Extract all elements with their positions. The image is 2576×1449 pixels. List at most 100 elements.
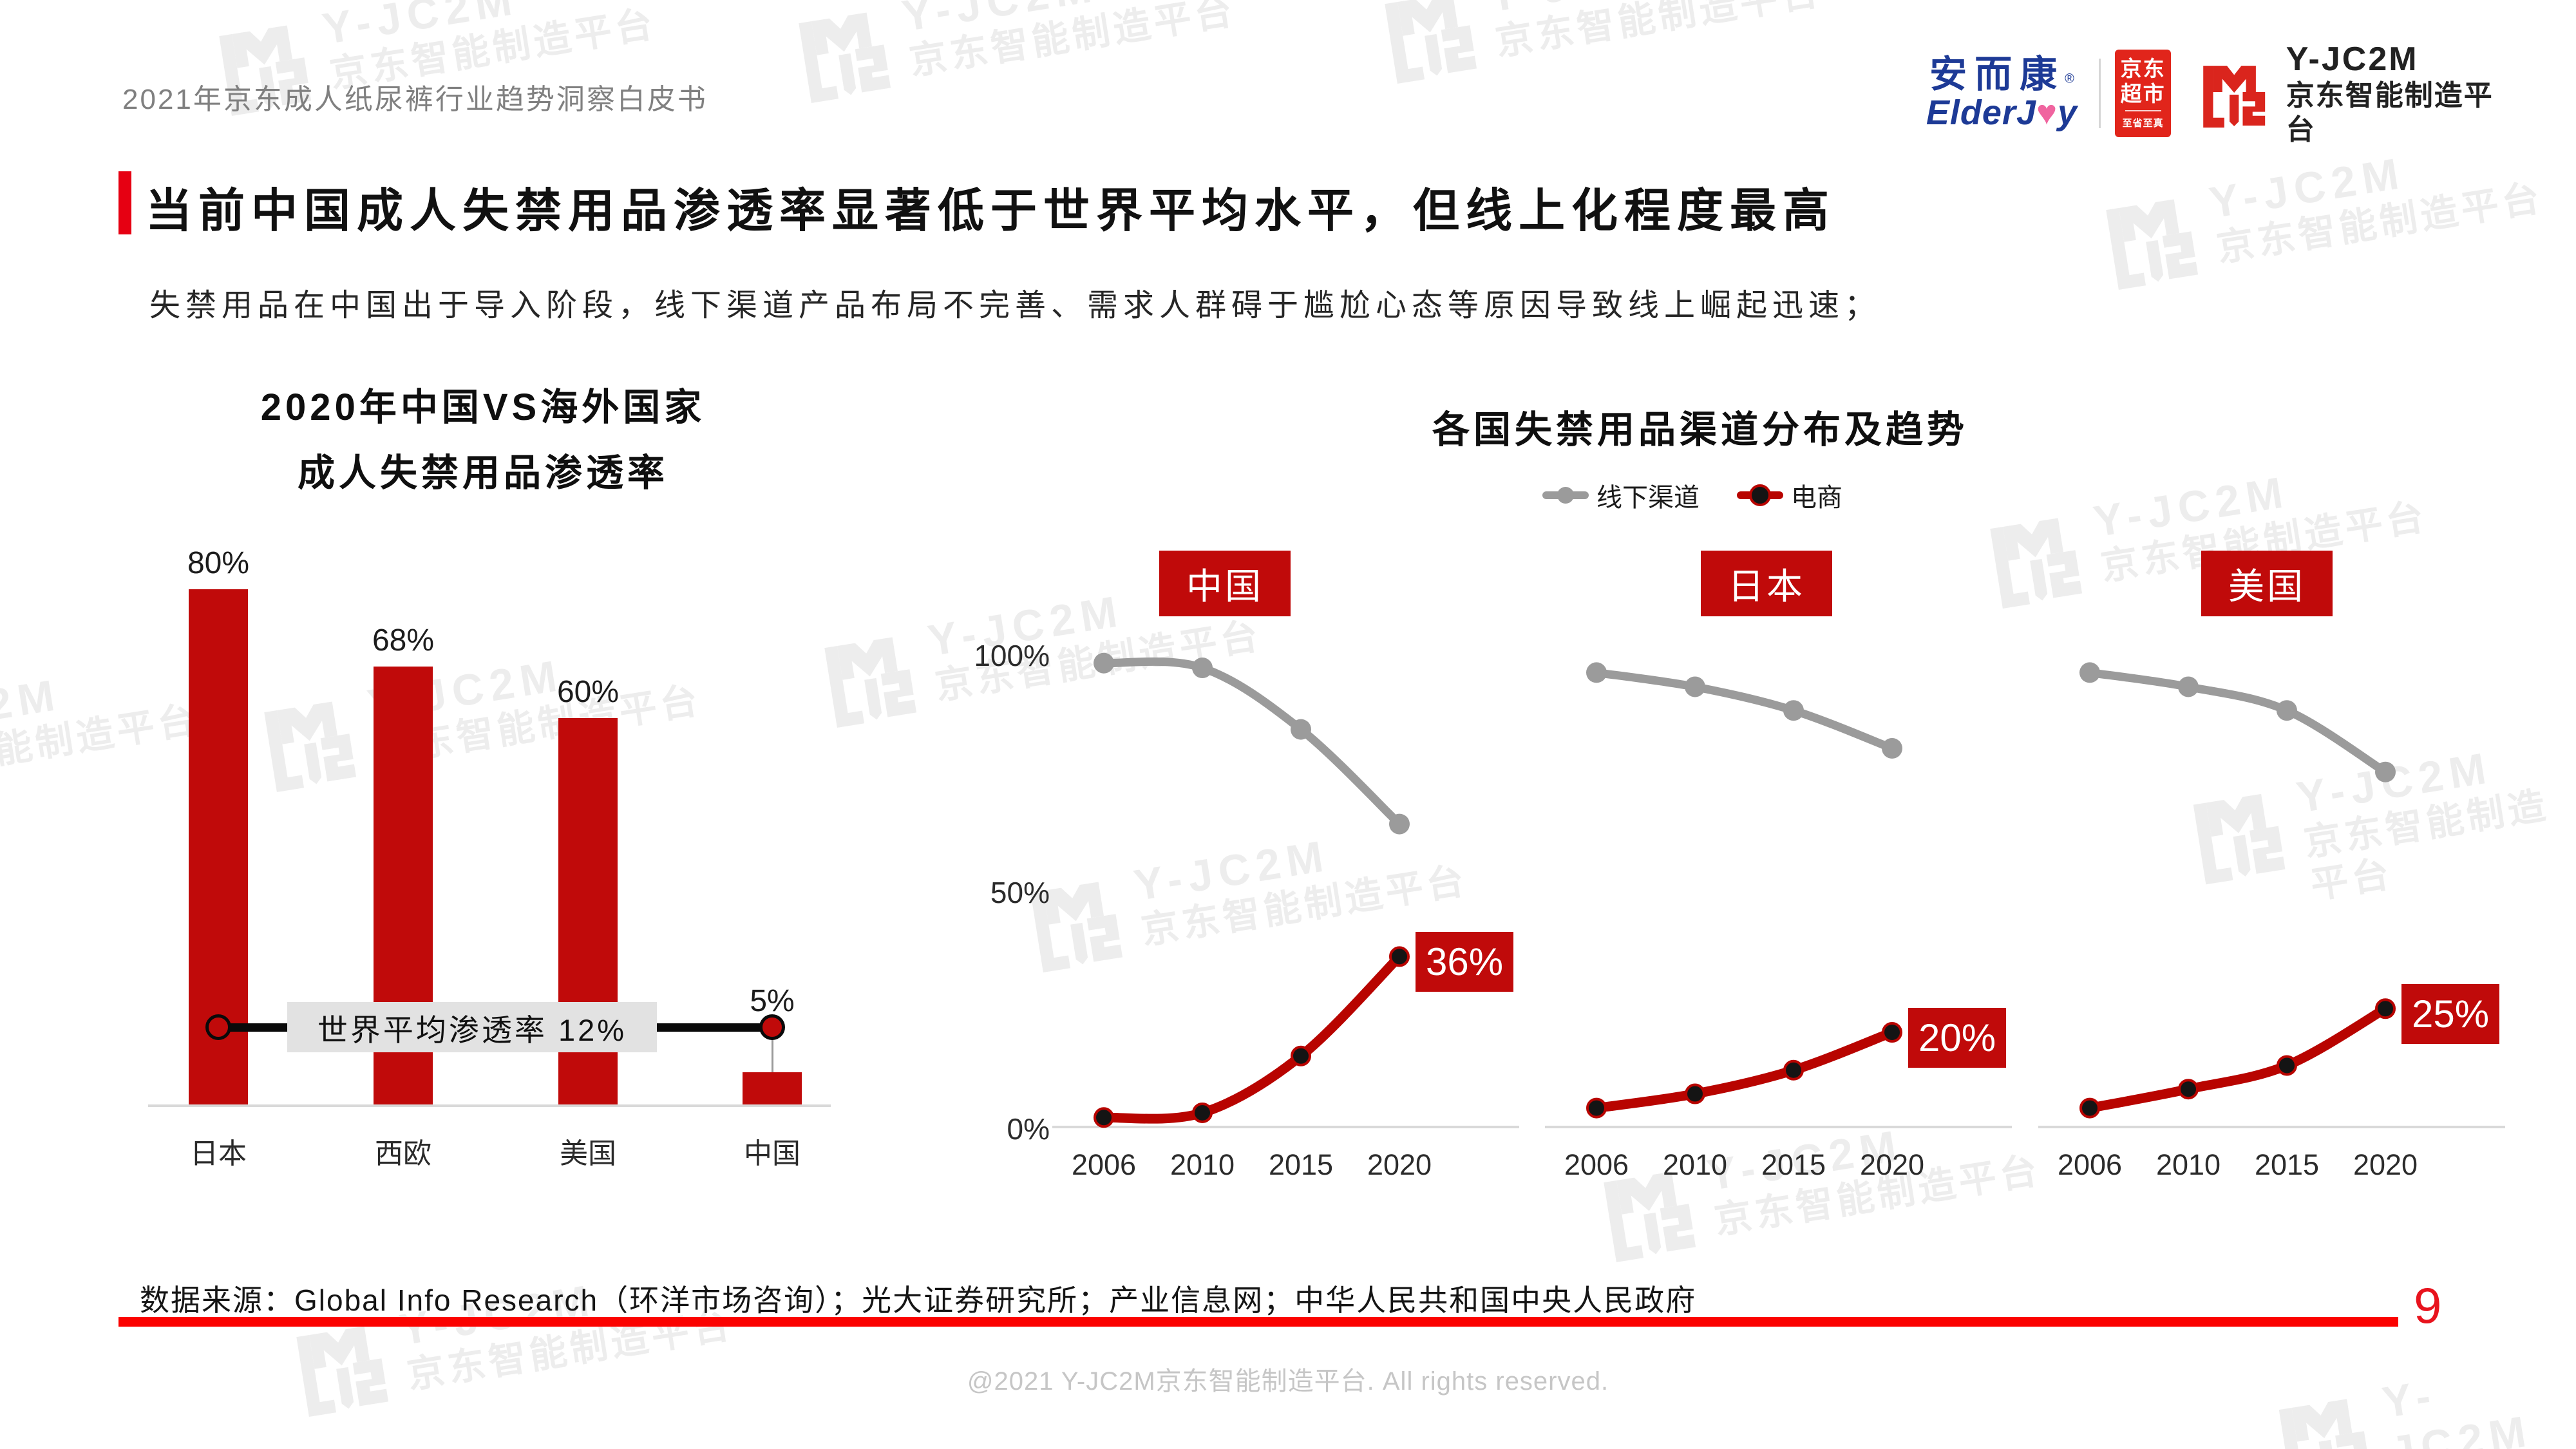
jd-market-text: 超市	[2120, 81, 2166, 106]
data-point-线下渠道	[2375, 761, 2396, 782]
data-point-电商	[1882, 1022, 1902, 1043]
chart-legend: 线下渠道 电商	[1542, 477, 1842, 514]
data-point-线下渠道	[1783, 700, 1804, 721]
line-chart-美国	[2038, 662, 2505, 1128]
registered-mark-icon: ®	[2065, 71, 2074, 86]
yjc2m-cn-name: 京东智能制造平台	[2286, 80, 2494, 146]
footer-rule	[118, 1317, 2398, 1327]
x-axis-label-2020: 2020	[2353, 1148, 2418, 1181]
bar-category-label: 美国	[560, 1138, 616, 1170]
watermark-text: 京东智能制造平台	[2213, 176, 2546, 270]
watermark-text: 京东智能制造平台	[1492, 0, 1825, 64]
penetration-bar-chart: 80% 日本 68% 西欧 60% 美国 5% 中国 世界平均渗透率 12%	[148, 541, 889, 1172]
jd-market-slogan: 至省至真	[2122, 117, 2164, 129]
x-axis-label-2010: 2010	[2155, 1148, 2221, 1181]
data-point-线下渠道	[1685, 676, 1705, 697]
yjc2m-watermark-icon	[2094, 181, 2206, 298]
bar-chart-title-line2: 成人失禁用品渗透率	[297, 452, 668, 494]
logo-row: 安而康® ElderJ♥y 京东 超市 至省至真 Y-JC2M 京东智能制造平台	[1919, 41, 2512, 146]
data-point-电商	[2178, 1079, 2199, 1100]
yjc2m-watermark-icon	[2267, 1381, 2378, 1449]
bar-category-label: 日本	[190, 1138, 247, 1170]
document-title: 2021年京东成人纸尿裤行业趋势洞察白皮书	[122, 84, 708, 115]
series-line-线下渠道	[2085, 668, 2390, 777]
bar-category-label: 西欧	[375, 1138, 431, 1170]
x-axis-label-2015: 2015	[1268, 1148, 1334, 1181]
data-point-电商	[1783, 1059, 1804, 1081]
page-title: 当前中国成人失禁用品渗透率显著低于世界平均水平，但线上化程度最高	[146, 185, 1836, 237]
data-point-电商	[2079, 1097, 2100, 1119]
bar-中国	[743, 1072, 802, 1104]
country-badge-japan: 日本	[1701, 551, 1832, 616]
data-point-线下渠道	[2178, 676, 2199, 697]
offline-line-marker-icon	[1542, 486, 1589, 505]
yjc2m-name: Y-JC2M	[2286, 41, 2419, 79]
data-point-电商	[1291, 1045, 1311, 1066]
elderjoy-logo: 安而康® ElderJ♥y	[1919, 55, 2085, 131]
line-chart-中国	[1052, 652, 1519, 1128]
yjc2m-logo-text: Y-JC2M 京东智能制造平台	[2286, 39, 2512, 147]
data-point-电商	[2277, 1055, 2297, 1076]
elderjoy-cn-text: 安而康	[1929, 53, 2065, 96]
world-average-label: 世界平均渗透率 12%	[287, 1002, 657, 1052]
ecommerce-line-marker-icon	[1737, 484, 1783, 506]
x-axis-label-2010: 2010	[1170, 1148, 1235, 1181]
heading-accent-bar	[118, 171, 131, 234]
watermark-text: 京东智能制造平台	[906, 0, 1239, 83]
page-subtitle: 失禁用品在中国出于导入阶段，线下渠道产品布局不完善、需求人群碍于尴尬心态等原因导…	[149, 289, 1881, 323]
data-point-线下渠道	[1094, 652, 1114, 674]
world-average-connector	[772, 1027, 773, 1072]
data-point-电商	[1586, 1097, 1607, 1119]
bar-category-label: 中国	[744, 1138, 800, 1170]
world-average-dot	[205, 1014, 231, 1040]
series-line-线下渠道	[1099, 657, 1404, 829]
x-axis-label-2006: 2006	[1071, 1148, 1137, 1181]
bar-value-美国: 60%	[556, 675, 620, 709]
data-point-线下渠道	[1389, 813, 1410, 835]
bar-value-日本: 80%	[187, 546, 250, 580]
country-badge-china: 中国	[1159, 551, 1291, 616]
legend-label-offline: 线下渠道	[1596, 484, 1700, 512]
heart-icon: ♥	[2036, 93, 2058, 133]
x-axis-label-2020: 2020	[1367, 1148, 1432, 1181]
x-axis-label-2015: 2015	[2254, 1148, 2320, 1181]
line-panel-japan: 日本 2006 2010 2015 2020 20%	[1513, 551, 2028, 1195]
data-point-线下渠道	[1291, 719, 1311, 740]
data-point-电商	[1389, 946, 1410, 967]
legend-item-ecommerce: 电商	[1737, 477, 1842, 514]
data-point-线下渠道	[1586, 662, 1607, 683]
ecommerce-end-label-日本: 20%	[1908, 1008, 2006, 1068]
data-point-线下渠道	[2277, 700, 2297, 721]
watermark: Y-JC2M京东智能制造平台	[1373, 0, 1827, 92]
elderjoy-en-text: ElderJ	[1926, 93, 2036, 133]
legend-label-ecommerce: 电商	[1791, 484, 1842, 512]
watermark-text: Y-JC2M	[319, 0, 522, 54]
data-point-电商	[2375, 998, 2396, 1019]
ecommerce-end-label-美国: 25%	[2401, 984, 2499, 1045]
elderjoy-en-text: y	[2058, 93, 2078, 133]
line-panel-china: 中国 2006 2010 2015 2020 36%	[1020, 551, 1535, 1195]
data-point-线下渠道	[2079, 662, 2100, 683]
watermark-text: Y-JC2M	[898, 0, 1101, 41]
data-point-电商	[1192, 1102, 1213, 1123]
line-chart-title: 各国失禁用品渠道分布及趋势	[1432, 409, 1968, 451]
watermark-text: Y-JC2M	[1485, 0, 1819, 22]
jd-logo-separator	[2125, 109, 2161, 111]
data-point-线下渠道	[1882, 738, 1902, 759]
bar-value-中国: 5%	[750, 984, 795, 1018]
yjc2m-watermark-icon	[1373, 0, 1484, 92]
bar-chart-title-line1: 2020年中国VS海外国家	[260, 386, 706, 428]
line-chart-日本	[1545, 662, 2012, 1128]
watermark: Y-JC2M京东智能制造平台	[2267, 1350, 2576, 1449]
data-point-电商	[1094, 1107, 1114, 1128]
x-axis-label-2010: 2010	[1662, 1148, 1728, 1181]
data-point-电商	[1685, 1083, 1705, 1104]
y-axis-label-100: 100%	[974, 639, 1050, 672]
page-number: 9	[2414, 1277, 2442, 1334]
y-axis-label-0: 0%	[1007, 1112, 1050, 1146]
country-badge-usa: 美国	[2201, 551, 2333, 616]
logo-divider	[2098, 59, 2101, 128]
